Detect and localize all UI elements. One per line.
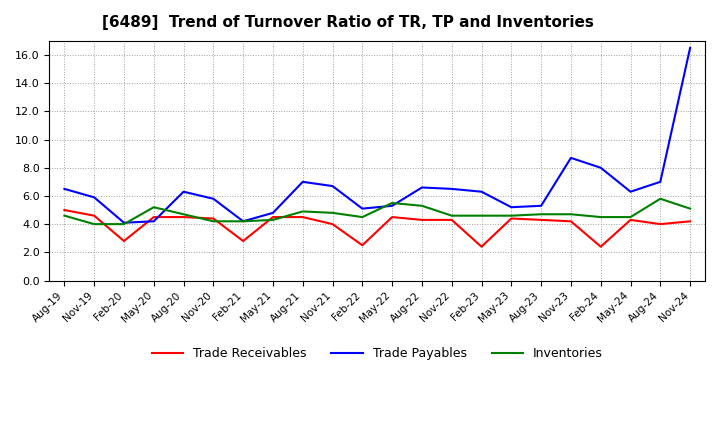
Trade Receivables <box>596 244 605 249</box>
Inventories <box>388 200 397 205</box>
Inventories <box>596 214 605 220</box>
Legend: Trade Receivables, Trade Payables, Inventories: Trade Receivables, Trade Payables, Inven… <box>147 342 608 365</box>
Line: Inventories: Inventories <box>64 199 690 224</box>
Trade Receivables <box>685 219 694 224</box>
Trade Receivables <box>447 217 456 223</box>
Text: [6489]  Trend of Turnover Ratio of TR, TP and Inventories: [6489] Trend of Turnover Ratio of TR, TP… <box>102 15 594 30</box>
Line: Trade Receivables: Trade Receivables <box>64 210 690 247</box>
Inventories <box>477 213 486 218</box>
Line: Trade Payables: Trade Payables <box>64 48 690 223</box>
Trade Receivables <box>298 214 307 220</box>
Trade Payables <box>388 203 397 209</box>
Trade Receivables <box>120 238 128 244</box>
Inventories <box>358 214 366 220</box>
Trade Receivables <box>150 214 158 220</box>
Trade Receivables <box>239 238 248 244</box>
Inventories <box>90 221 99 227</box>
Inventories <box>418 203 426 209</box>
Trade Payables <box>685 45 694 51</box>
Trade Receivables <box>626 217 635 223</box>
Inventories <box>567 212 575 217</box>
Inventories <box>209 219 217 224</box>
Inventories <box>537 212 546 217</box>
Trade Payables <box>418 185 426 190</box>
Inventories <box>656 196 665 202</box>
Trade Receivables <box>60 207 68 213</box>
Trade Payables <box>150 219 158 224</box>
Trade Receivables <box>209 216 217 221</box>
Inventories <box>685 206 694 211</box>
Trade Payables <box>239 219 248 224</box>
Trade Receivables <box>537 217 546 223</box>
Trade Payables <box>179 189 188 194</box>
Trade Payables <box>507 205 516 210</box>
Trade Receivables <box>507 216 516 221</box>
Inventories <box>626 214 635 220</box>
Inventories <box>60 213 68 218</box>
Trade Payables <box>656 179 665 184</box>
Trade Receivables <box>477 244 486 249</box>
Trade Payables <box>120 220 128 225</box>
Trade Payables <box>298 179 307 184</box>
Trade Payables <box>596 165 605 170</box>
Trade Receivables <box>388 214 397 220</box>
Trade Receivables <box>269 214 277 220</box>
Trade Payables <box>358 206 366 211</box>
Trade Payables <box>209 196 217 202</box>
Trade Payables <box>477 189 486 194</box>
Trade Receivables <box>358 242 366 248</box>
Inventories <box>150 205 158 210</box>
Trade Payables <box>90 195 99 200</box>
Inventories <box>298 209 307 214</box>
Inventories <box>328 210 337 216</box>
Inventories <box>269 217 277 223</box>
Trade Payables <box>537 203 546 209</box>
Trade Receivables <box>90 213 99 218</box>
Trade Receivables <box>656 221 665 227</box>
Inventories <box>507 213 516 218</box>
Inventories <box>239 219 248 224</box>
Trade Receivables <box>328 221 337 227</box>
Inventories <box>179 212 188 217</box>
Trade Receivables <box>418 217 426 223</box>
Trade Payables <box>269 210 277 216</box>
Trade Payables <box>567 155 575 161</box>
Trade Receivables <box>567 219 575 224</box>
Inventories <box>120 221 128 227</box>
Trade Payables <box>328 183 337 189</box>
Trade Receivables <box>179 214 188 220</box>
Trade Payables <box>447 186 456 191</box>
Trade Payables <box>626 189 635 194</box>
Inventories <box>447 213 456 218</box>
Trade Payables <box>60 186 68 191</box>
